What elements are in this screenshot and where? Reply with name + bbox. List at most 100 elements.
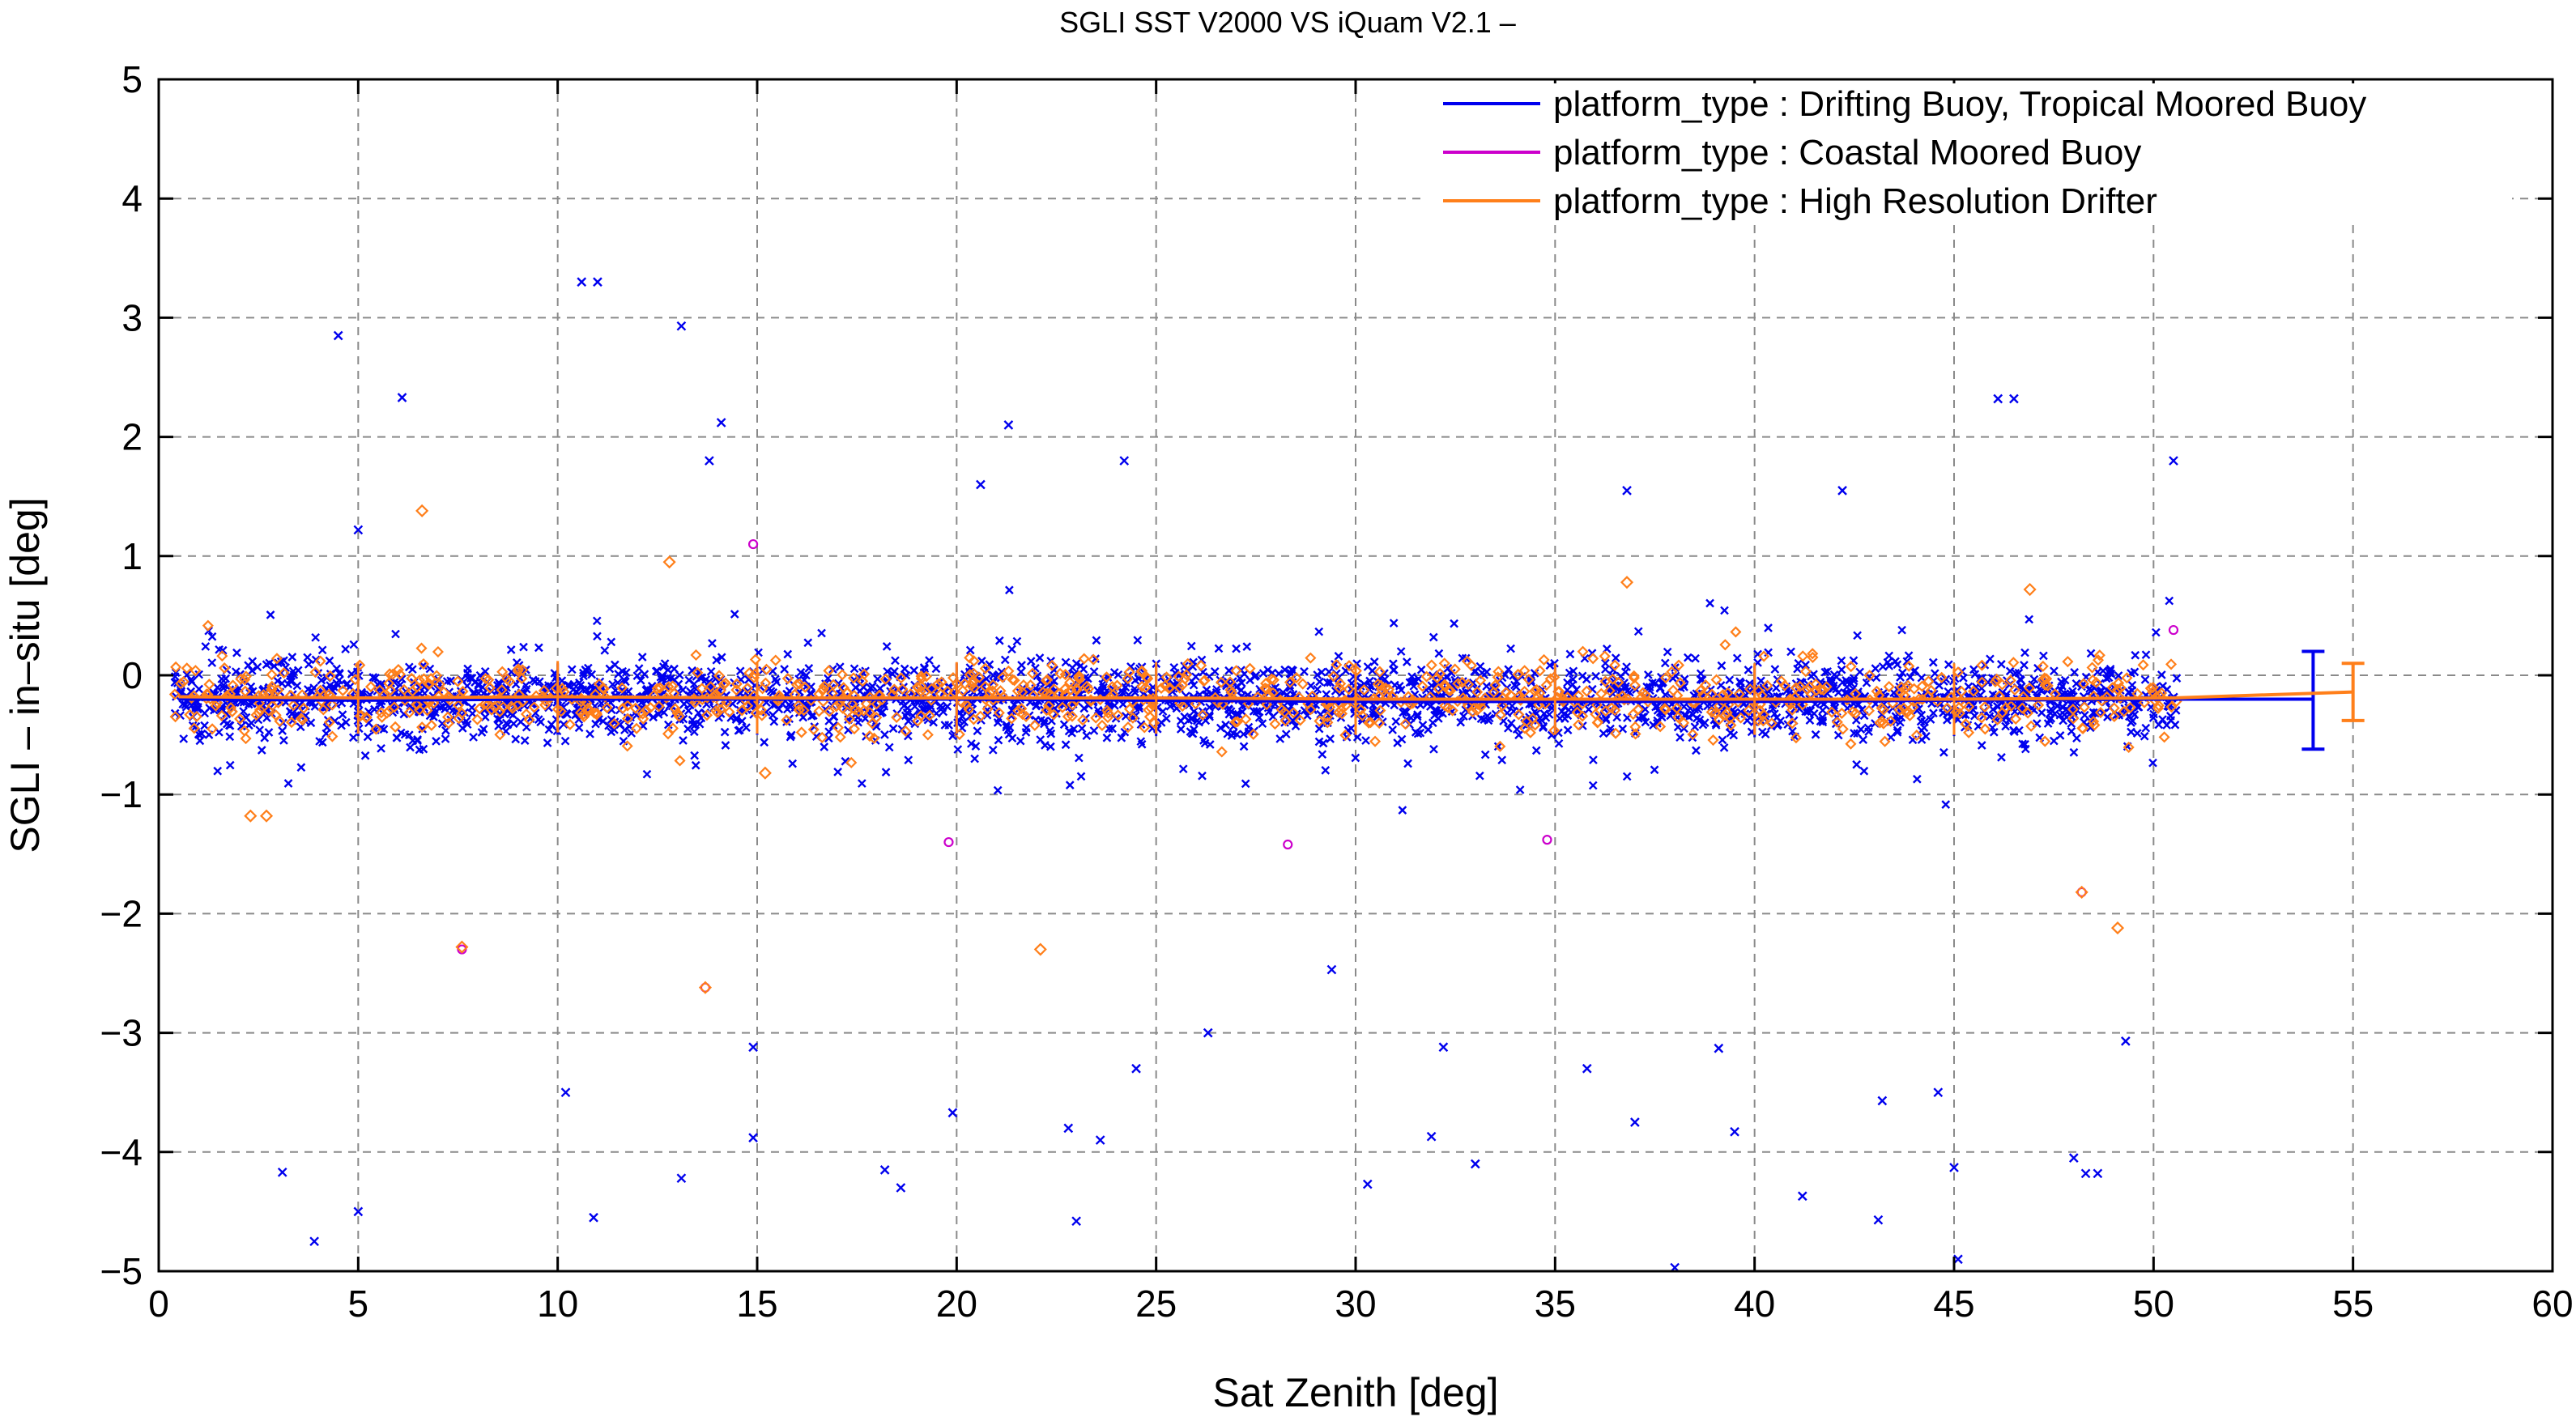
data-point	[1953, 707, 1965, 720]
data-point	[384, 668, 396, 680]
data-point	[1776, 716, 1786, 725]
data-point	[1630, 1117, 1640, 1127]
data-point	[873, 674, 883, 684]
data-point	[1173, 670, 1185, 683]
data-point	[843, 713, 856, 725]
data-point	[1764, 623, 1773, 632]
data-point	[922, 729, 934, 741]
data-point	[589, 1212, 598, 1223]
data-point	[2138, 696, 2151, 708]
data-point	[484, 682, 496, 694]
data-point	[1357, 713, 1367, 723]
data-point	[1587, 653, 1599, 665]
data-point	[1849, 674, 1859, 683]
data-point	[469, 733, 478, 742]
data-point	[1139, 721, 1151, 734]
data-point	[386, 668, 398, 680]
data-point	[1807, 648, 1819, 660]
data-point	[416, 721, 428, 734]
data-point	[614, 670, 623, 679]
data-point	[219, 683, 228, 693]
data-point	[1863, 704, 1875, 717]
data-point	[1252, 707, 1262, 716]
data-point	[919, 686, 931, 698]
data-point	[818, 680, 830, 692]
data-point	[1497, 700, 1509, 712]
data-point	[1920, 717, 1929, 726]
data-point	[1045, 659, 1058, 671]
data-point	[1778, 679, 1790, 691]
data-point	[967, 676, 979, 688]
data-point	[1522, 674, 1535, 686]
data-point	[337, 721, 346, 730]
data-point	[266, 611, 275, 619]
data-point	[1912, 706, 1922, 716]
mean-line	[178, 690, 2353, 701]
data-point	[807, 723, 820, 736]
data-point	[816, 731, 828, 743]
data-point	[1214, 644, 1224, 653]
data-point	[802, 670, 811, 680]
data-point	[309, 666, 321, 679]
data-point	[415, 504, 429, 517]
data-point	[824, 674, 832, 683]
data-point	[259, 809, 274, 823]
data-point	[1449, 663, 1461, 675]
data-point	[1420, 670, 1433, 683]
data-point	[477, 728, 487, 737]
data-point	[231, 667, 241, 676]
data-point	[232, 648, 241, 657]
data-point	[262, 660, 271, 670]
data-point	[901, 670, 911, 680]
data-point	[813, 705, 825, 717]
data-point	[1719, 639, 1731, 651]
data-point	[1719, 743, 1729, 752]
data-point	[781, 714, 793, 726]
data-point	[1043, 700, 1055, 712]
x-tick-label: 50	[2133, 1283, 2174, 1325]
data-point	[1589, 755, 1598, 764]
data-point	[947, 1108, 958, 1118]
data-point	[711, 707, 724, 719]
data-point	[1877, 1096, 1888, 1106]
data-point	[2154, 720, 2164, 730]
data-point	[943, 836, 954, 848]
data-point	[837, 682, 849, 694]
data-point	[1326, 734, 1335, 743]
data-point	[1933, 1087, 1944, 1098]
data-point	[1480, 750, 1490, 759]
data-point	[1545, 661, 1555, 670]
data-point	[2037, 708, 2046, 717]
data-point	[406, 742, 415, 752]
data-point	[1067, 663, 1077, 673]
data-point	[1606, 702, 1618, 714]
data-point	[2165, 701, 2178, 713]
data-point	[2077, 678, 2089, 690]
data-point	[1374, 704, 1386, 717]
data-point	[1021, 728, 1031, 737]
data-point	[706, 666, 716, 676]
data-point	[2147, 682, 2159, 694]
data-point	[572, 687, 581, 696]
data-point	[1879, 735, 1891, 747]
data-point	[845, 756, 858, 768]
data-point	[1863, 723, 1873, 733]
data-point	[964, 652, 976, 664]
data-point	[793, 700, 805, 712]
data-point	[1571, 706, 1583, 718]
data-point	[1554, 738, 1564, 748]
data-point	[443, 691, 455, 704]
data-point	[217, 674, 227, 683]
data-point	[1033, 942, 1047, 956]
data-point	[1242, 642, 1252, 651]
data-point	[964, 667, 974, 677]
data-point	[398, 683, 411, 696]
data-point	[721, 696, 733, 708]
data-point	[1470, 1159, 1480, 1169]
data-point	[455, 940, 469, 954]
data-point	[1101, 671, 1113, 683]
data-point	[1565, 649, 1575, 659]
data-point	[1893, 725, 1902, 735]
data-point	[1675, 733, 1684, 742]
data-point	[690, 751, 699, 760]
